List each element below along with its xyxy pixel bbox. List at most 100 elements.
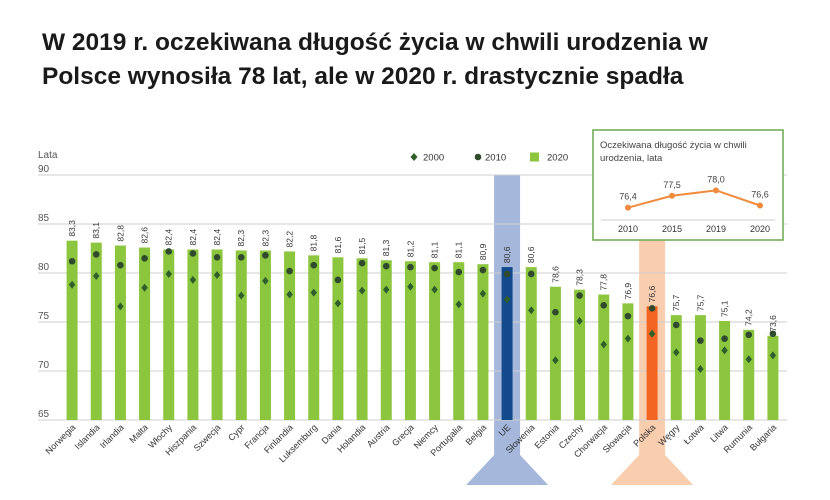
inset-point-2010 (625, 204, 631, 211)
marker-2010-Islandia (92, 251, 100, 258)
value-label: 73,6 (768, 315, 778, 332)
value-label: 74,2 (744, 309, 754, 326)
inset-line (627, 189, 761, 209)
marker-2010-Malta (141, 254, 148, 262)
y-tick-label: 65 (38, 409, 50, 420)
y-tick-label: 70 (38, 360, 50, 371)
legend-2010-marker (474, 153, 482, 161)
bar-Norwegia (66, 240, 78, 420)
inset-title-line-2: urodzenia, lata (600, 153, 663, 164)
marker-2010-Luksemburg (310, 261, 318, 269)
marker-2000-Rumunia (745, 355, 752, 364)
legend-2000-label: 2000 (423, 153, 444, 164)
bar-Belgia (477, 264, 489, 420)
marker-2010-Norwegia (68, 257, 76, 265)
marker-2000-Bułgaria (769, 351, 777, 360)
marker-2000-Czechy (576, 317, 583, 326)
category-label: Austria (365, 422, 392, 449)
marker-2010-Szwecja (213, 254, 221, 261)
marker-2010-Węgry (672, 321, 680, 329)
marker-2010-Dania (334, 276, 342, 284)
inset-value-label: 77,5 (663, 180, 681, 190)
y-tick-label: 80 (38, 262, 50, 273)
category-label: Cypr (226, 422, 247, 443)
marker-2000-Grecja (407, 282, 414, 291)
headline-line-1: W 2019 r. oczekiwana długość życia w chw… (42, 29, 708, 56)
inset-value-label: 76,6 (751, 190, 769, 200)
marker-2000-Włochy (165, 269, 172, 278)
marker-2000-Węgry (673, 348, 680, 357)
inset-x-label: 2020 (750, 224, 770, 234)
marker-2000-Malta (141, 283, 148, 292)
marker-2010-Łotwa (697, 337, 704, 344)
category-label: Islandia (73, 422, 102, 451)
bar-Polska (646, 306, 658, 420)
marker-2010-Bułgaria (769, 330, 777, 338)
marker-2010-Cypr (237, 254, 245, 261)
bar-Dania (332, 257, 344, 420)
marker-2010-Słowacja (624, 312, 632, 320)
marker-2000-Hiszpania (189, 275, 197, 284)
marker-2010-Finlandia (286, 267, 293, 275)
marker-2010-Polska (648, 304, 656, 312)
headline-line-2: Polsce wynosiła 78 lat, ale w 2020 r. dr… (42, 63, 684, 90)
value-label: 75,7 (695, 294, 705, 311)
value-label: 82,3 (236, 230, 246, 247)
bar-Rumunia (743, 329, 755, 420)
marker-2000-Dania (334, 299, 342, 308)
value-label: 76,6 (647, 286, 657, 303)
bar-Austria (380, 260, 392, 420)
value-label: 81,3 (381, 239, 391, 256)
category-label: Szwecja (192, 422, 223, 453)
value-label: 81,2 (405, 240, 415, 257)
marker-2000-Luksemburg (310, 288, 317, 297)
value-label: 80,9 (478, 243, 488, 260)
value-label: 75,1 (720, 300, 730, 317)
marker-2000-Łotwa (697, 365, 704, 374)
inset-box (592, 129, 784, 241)
value-label: 81,8 (309, 235, 319, 252)
bar-Węgry (670, 315, 682, 420)
marker-2000-Norwegia (68, 280, 76, 289)
marker-2010-Hiszpania (189, 250, 197, 257)
marker-2000-Słowacja (624, 334, 632, 343)
marker-2010-Portugalia (455, 268, 463, 276)
marker-2000-Chorwacja (600, 340, 607, 349)
category-label: Łotwa (682, 422, 706, 446)
category-label: Irlandia (98, 422, 126, 450)
marker-2000-Belgia (479, 289, 487, 298)
marker-2000-Irlandia (117, 302, 124, 311)
marker-2000-Słowenia (528, 306, 535, 315)
value-label: 82,4 (212, 229, 222, 246)
bar-Czechy (574, 289, 586, 420)
inset-point-2015 (669, 192, 675, 199)
marker-2000-Austria (383, 285, 390, 294)
bar-Hiszpania (187, 249, 199, 420)
value-label: 81,5 (357, 237, 367, 254)
marker-2000-Portugalia (455, 300, 462, 309)
category-label: Norwegia (44, 422, 78, 456)
marker-2010-Rumunia (745, 331, 753, 339)
bar-Estonia (549, 286, 561, 420)
bar-Portugalia (453, 262, 465, 420)
value-label: 82,4 (164, 229, 174, 246)
bar-Irlandia (114, 245, 126, 420)
bar-Islandia (90, 242, 102, 420)
value-label: 78,3 (575, 269, 585, 286)
marker-2000-Polska (648, 329, 656, 338)
bar-Włochy (163, 249, 175, 420)
marker-2010-Holandia (358, 259, 366, 267)
legend-2020-marker (530, 152, 539, 162)
marker-2000-Cypr (238, 291, 245, 300)
inset-x-label: 2010 (618, 224, 638, 234)
bar-Malta (139, 247, 151, 420)
marker-2010-UE (503, 270, 511, 278)
marker-2010-Chorwacja (600, 302, 608, 309)
bar-Chorwacja (598, 294, 610, 420)
value-label: 82,2 (285, 231, 295, 248)
legend-2000-marker (410, 153, 418, 161)
marker-2010-Grecja (407, 263, 414, 271)
inset-value-label: 78,0 (707, 174, 725, 184)
marker-2000-Holandia (358, 286, 366, 295)
marker-2010-Niemcy (431, 264, 438, 272)
